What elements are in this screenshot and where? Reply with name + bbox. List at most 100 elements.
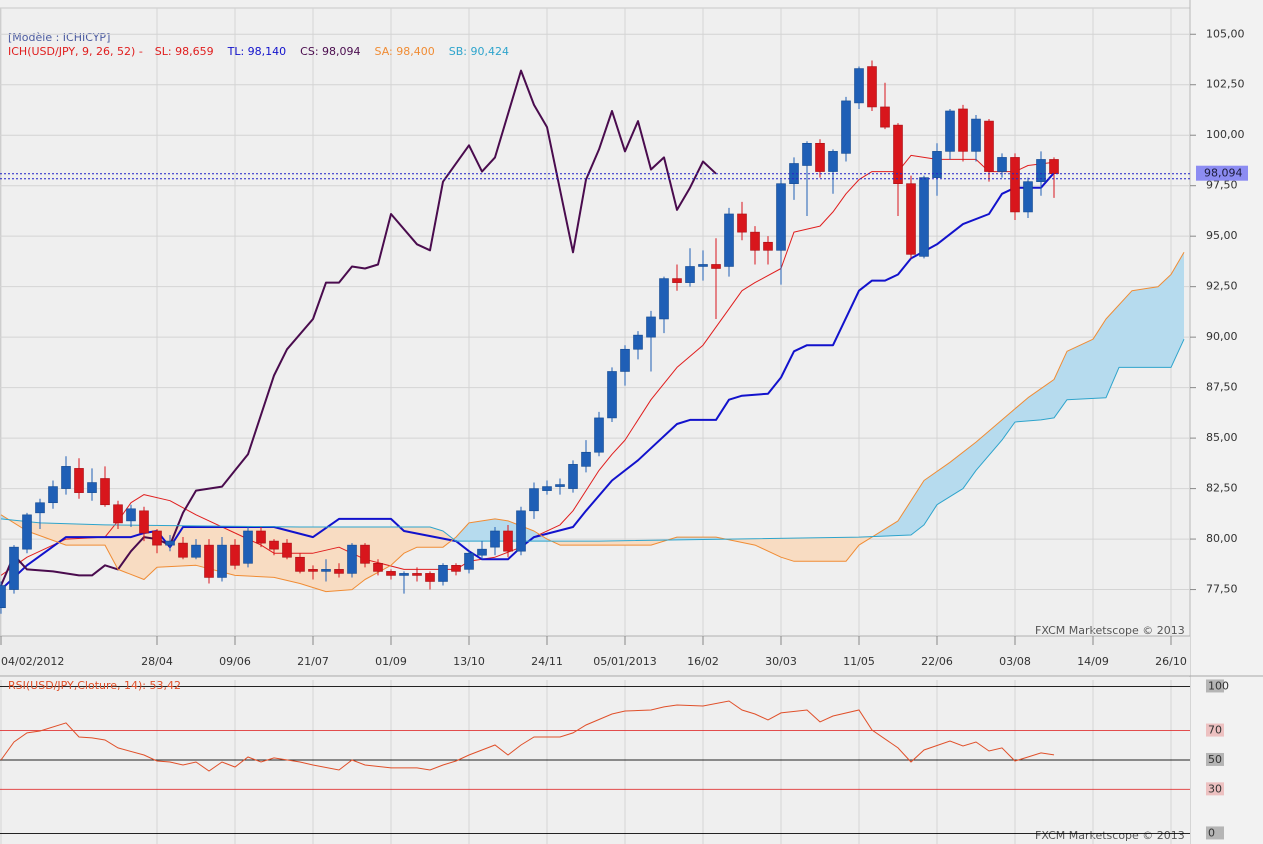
candle-body (750, 231, 760, 251)
x-tick-label: 13/10 (453, 655, 485, 668)
candle-body (1036, 159, 1046, 182)
candle-body (126, 508, 136, 522)
candle-body (828, 151, 838, 172)
candle-body (269, 540, 279, 550)
y-tick-label: 90,00 (1206, 330, 1238, 343)
x-tick-label: 14/09 (1077, 655, 1109, 668)
candle-body (984, 120, 994, 172)
rsi-line (0, 700, 1055, 772)
candle-body (685, 266, 695, 283)
candle-body (1023, 181, 1033, 213)
candle-body (568, 464, 578, 489)
level-label-box (1206, 782, 1224, 796)
candle-body (607, 371, 617, 419)
candle-body (139, 510, 149, 534)
candle-body (490, 530, 500, 548)
candle-body (48, 486, 58, 504)
candle-body (204, 544, 214, 578)
y-tick-label: 82,50 (1206, 482, 1238, 495)
y-tick-label: 0 (1208, 826, 1215, 839)
x-tick-label: 26/10 (1155, 655, 1187, 668)
candle-body (815, 142, 825, 172)
x-tick-label: 21/07 (297, 655, 329, 668)
candle-body (74, 468, 84, 493)
level-label-box (1206, 679, 1224, 693)
candle-body (425, 573, 435, 582)
candle-body (932, 151, 942, 178)
candle-body (165, 540, 175, 546)
candle-body (9, 546, 19, 590)
candle-body (594, 417, 604, 453)
x-tick-label: 24/11 (531, 655, 563, 668)
candle-body (867, 66, 877, 108)
legend-entry: TL: 98,140 (227, 45, 287, 58)
candle-body (464, 552, 474, 570)
legend-entry: SL: 98,659 (155, 45, 214, 58)
y-tick-label: 87,50 (1206, 381, 1238, 394)
candle-body (35, 502, 45, 514)
cloud-fill (454, 518, 552, 542)
candle-body (802, 142, 812, 166)
candle-body (308, 569, 318, 572)
candle-body (919, 177, 929, 257)
x-tick-label: 03/08 (999, 655, 1031, 668)
x-tick-label: 11/05 (843, 655, 875, 668)
candle-body (893, 124, 903, 184)
candle-body (737, 213, 747, 233)
candle-body (282, 542, 292, 558)
y-tick-label: 92,50 (1206, 280, 1238, 293)
model-label: [Modèle : ICHICYP] (8, 31, 110, 44)
y-tick-label: 80,00 (1206, 532, 1238, 545)
candle-body (152, 530, 162, 546)
candle-body (516, 510, 526, 552)
rsi-title: RSI(USD/JPY,Cloture, 14): 53,42 (8, 679, 181, 692)
candle-body (360, 544, 370, 564)
candle-body (724, 213, 734, 267)
candle-body (581, 451, 591, 467)
level-label-box (1206, 723, 1224, 737)
x-tick-label: 16/02 (687, 655, 719, 668)
y-tick-label: 105,00 (1206, 27, 1245, 40)
y-tick-label: 95,00 (1206, 229, 1238, 242)
candle-body (880, 106, 890, 128)
candle-body (698, 264, 708, 267)
candle-body (477, 548, 487, 556)
y-tick-label: 70 (1208, 724, 1222, 737)
candle-body (256, 530, 266, 544)
indicator-line (0, 69, 717, 586)
candle-body (763, 241, 773, 251)
candle-body (1010, 157, 1020, 213)
plot-area (0, 685, 1190, 834)
candle-body (711, 264, 721, 269)
candle-body (22, 514, 32, 550)
candle-body (451, 565, 461, 572)
candle-body (334, 569, 344, 574)
indicator-label: ICH(USD/JPY, 9, 26, 52) - (8, 45, 143, 58)
x-tick-label: 09/06 (219, 655, 251, 668)
candle-body (347, 544, 357, 574)
level-label-box (1206, 752, 1224, 766)
x-tick-label: 05/01/2013 (593, 655, 656, 668)
candle-body (672, 278, 682, 283)
x-tick-label: 04/02/2012 (1, 655, 64, 668)
y-tick-label: 97,50 (1206, 179, 1238, 192)
price-marker-label: 98,094 (1204, 167, 1243, 180)
cloud-fill (726, 536, 873, 562)
y-tick-label: 50 (1208, 753, 1222, 766)
watermark: FXCM Marketscope © 2013 (1035, 829, 1185, 842)
y-tick-label: 85,00 (1206, 431, 1238, 444)
candle-body (841, 100, 851, 154)
candle-body (113, 504, 123, 524)
level-label-box (1206, 826, 1224, 840)
x-tick-label: 30/03 (765, 655, 797, 668)
candle-body (633, 334, 643, 350)
candle-body (646, 316, 656, 338)
candle-body (659, 278, 669, 320)
candle-body (243, 530, 253, 564)
candle-body (399, 573, 409, 576)
y-tick-label: 100,00 (1206, 128, 1245, 141)
price-marker-box (1196, 165, 1248, 181)
indicator-line (0, 154, 1055, 576)
indicator-line (0, 252, 1185, 593)
legend-entry: SA: 98,400 (375, 45, 435, 58)
